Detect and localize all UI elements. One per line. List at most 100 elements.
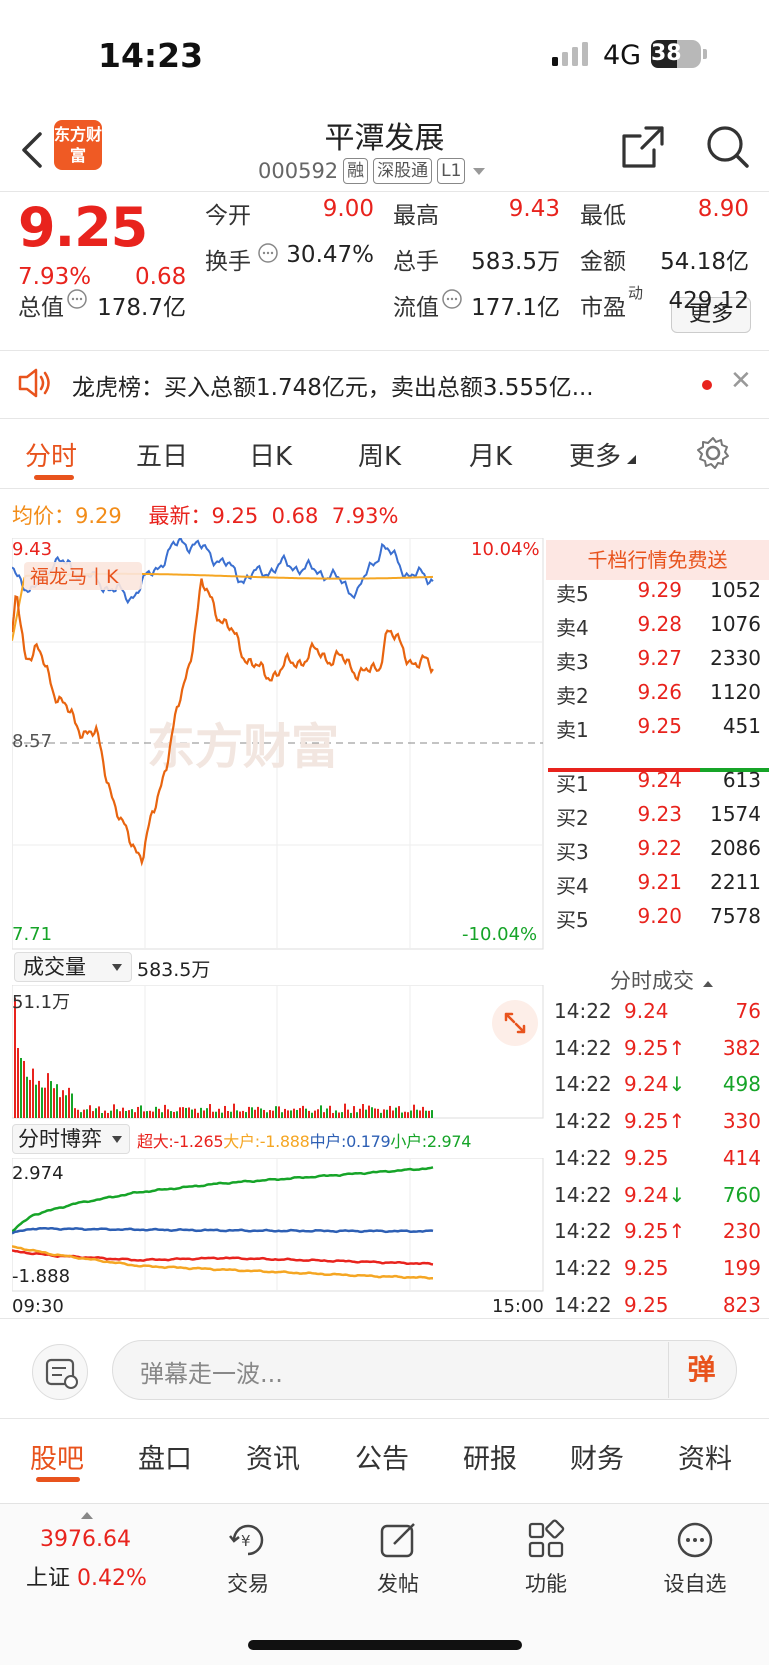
dock-trade[interactable]: ¥ 交易 (193, 1518, 303, 1598)
volume-bar (419, 1110, 421, 1118)
trades-title[interactable]: 分时成交 (610, 965, 715, 995)
tab-guba[interactable]: 股吧 (30, 1444, 84, 1475)
volume-bar (68, 1087, 70, 1118)
trade-row: 14:22 9.24↓ 498 (554, 1072, 761, 1097)
free-depth-banner[interactable]: 千档行情免费送 (546, 540, 769, 580)
volume-bar (395, 1107, 397, 1118)
game-selector[interactable]: 分时博弈 (12, 1124, 130, 1154)
tab-weekly-k[interactable]: 周K (358, 442, 402, 472)
dock-post[interactable]: 发帖 (343, 1518, 453, 1598)
settings-gear-icon[interactable] (696, 436, 730, 470)
danmu-send-button[interactable]: 弹 (668, 1342, 734, 1398)
volume-bar (299, 1108, 301, 1118)
trade-row: 14:22 9.25 414 (554, 1145, 761, 1170)
volume-bar (77, 1109, 79, 1118)
volume-bar (281, 1112, 283, 1118)
stat-value: 9.00 (322, 196, 374, 222)
flag-box (24, 562, 142, 590)
bid-row: 买5 9.20 7578 (556, 904, 761, 932)
volume-bar (20, 1058, 22, 1118)
tab-research[interactable]: 研报 (463, 1444, 517, 1475)
flag-label: 福龙马丨K (30, 566, 119, 588)
volume-bar (41, 1087, 43, 1118)
info-dots-icon[interactable] (257, 242, 279, 264)
info-dots-icon[interactable] (66, 288, 88, 310)
danmu-toggle-button[interactable] (32, 1344, 88, 1400)
speaker-icon (18, 368, 50, 398)
volume-bar (431, 1110, 433, 1118)
ask-row: 卖5 9.29 1052 (556, 578, 761, 606)
flow-legend: 超大:-1.265大户:-1.888中户:0.179小户:2.974 (137, 1132, 472, 1151)
tab-five-day[interactable]: 五日 (136, 442, 189, 472)
volume-bar (116, 1109, 118, 1118)
volume-bar (134, 1112, 136, 1118)
volume-max: 51.1万 (12, 992, 71, 1013)
more-dots-icon (677, 1522, 713, 1558)
stat-value: 583.5万 (471, 249, 560, 275)
tab-underline (34, 475, 74, 480)
volume-bar (284, 1108, 286, 1118)
back-icon[interactable] (16, 128, 46, 172)
volume-bar (212, 1111, 214, 1118)
search-icon[interactable] (705, 124, 751, 170)
stat-label: 流值 (393, 295, 439, 321)
volume-bar (248, 1106, 250, 1118)
volume-bar (227, 1111, 229, 1118)
time-end: 15:00 (492, 1296, 544, 1317)
tab-profile[interactable]: 资料 (678, 1444, 732, 1475)
expand-button[interactable] (492, 1000, 538, 1046)
stat-value: 178.7亿 (97, 295, 186, 321)
volume-chart[interactable] (12, 985, 544, 1119)
info-dots-icon[interactable] (441, 288, 463, 310)
stock-code: 000592 (258, 159, 339, 183)
tab-daily-k[interactable]: 日K (249, 442, 293, 472)
dock-add-watchlist[interactable]: 设自选 (640, 1518, 750, 1598)
flow-bottom: -1.888 (12, 1266, 71, 1287)
volume-bar (272, 1110, 274, 1118)
volume-bar (290, 1110, 292, 1118)
volume-bar (38, 1080, 40, 1118)
volume-bar (413, 1104, 415, 1118)
close-icon[interactable]: ✕ (730, 366, 752, 396)
tab-more[interactable]: 更多 (569, 442, 622, 472)
index-name[interactable]: 上证 0.42% (26, 1566, 147, 1591)
volume-bar (311, 1112, 313, 1118)
tab-finance[interactable]: 财务 (570, 1444, 624, 1475)
index-value[interactable]: 3976.64 (40, 1527, 131, 1552)
danmu-input[interactable] (112, 1340, 737, 1400)
volume-bar (128, 1110, 130, 1118)
tab-news[interactable]: 资讯 (246, 1444, 300, 1475)
volume-bar (380, 1112, 382, 1118)
dock-functions[interactable]: 功能 (491, 1518, 601, 1598)
volume-bar (383, 1109, 385, 1118)
caret-up-icon[interactable] (80, 1510, 94, 1520)
volume-bar (275, 1106, 277, 1118)
volume-bar (185, 1107, 187, 1118)
tab-announcements[interactable]: 公告 (355, 1444, 409, 1475)
volume-bar (236, 1110, 238, 1118)
volume-bar (335, 1110, 337, 1118)
volume-bar (323, 1112, 325, 1118)
volume-bar (353, 1106, 355, 1118)
volume-bar (329, 1105, 331, 1118)
volume-bar (152, 1111, 154, 1118)
tab-intraday[interactable]: 分时 (25, 442, 78, 472)
volume-bar (158, 1108, 160, 1118)
volume-bar (398, 1106, 400, 1118)
intraday-chart[interactable]: 东方财富 福龙马丨K (12, 538, 544, 950)
dragon-tiger-banner[interactable]: 龙虎榜：买入总额1.748亿元，卖出总额3.555亿... (72, 375, 594, 401)
pct-axis-bottom: -10.04% (462, 924, 538, 945)
tab-pankou[interactable]: 盘口 (138, 1444, 192, 1475)
volume-bar (254, 1109, 256, 1118)
volume-selector[interactable]: 成交量 (14, 952, 132, 982)
flow-chart[interactable] (12, 1158, 544, 1292)
share-icon[interactable] (620, 124, 666, 170)
expand-icon (504, 1012, 526, 1034)
volume-bar (293, 1108, 295, 1118)
tab-monthly-k[interactable]: 月K (469, 442, 513, 472)
battery-nub (703, 49, 707, 59)
more-stats-button[interactable]: 更多 (671, 297, 751, 333)
volume-bar (362, 1104, 364, 1118)
volume-bar (416, 1109, 418, 1118)
stock-code-row[interactable]: 000592 融 深股通 L1 (258, 158, 488, 184)
